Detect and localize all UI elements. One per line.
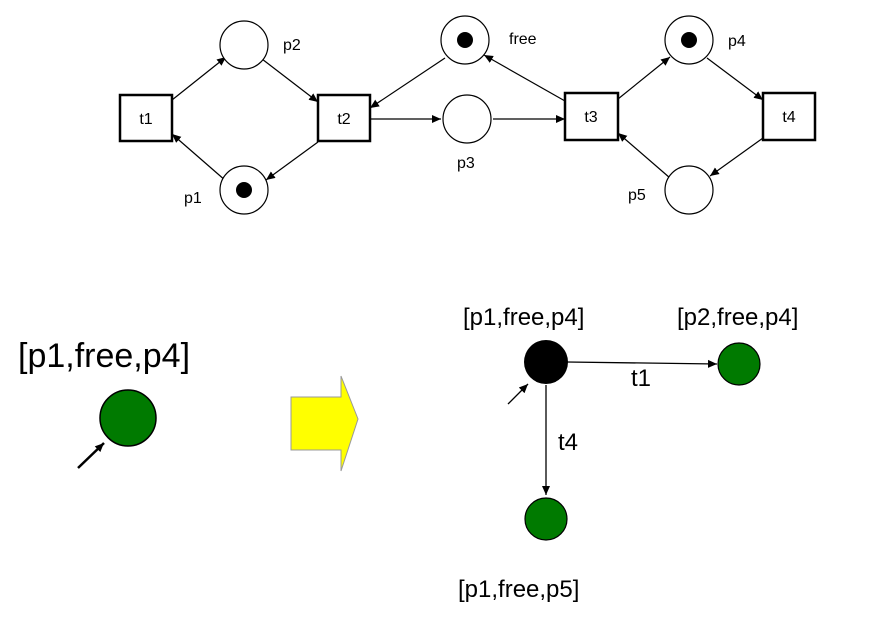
down-node — [524, 497, 568, 541]
place-label-p1: p1 — [184, 190, 202, 207]
tokens — [236, 32, 697, 198]
token-free — [457, 32, 473, 48]
place-label-free: free — [509, 31, 537, 48]
arc-p4-t4 — [706, 57, 764, 101]
arc-p1-t1 — [171, 133, 227, 182]
place-p2 — [219, 20, 269, 70]
transition-t1 — [118, 93, 174, 143]
place-label-p5: p5 — [628, 187, 646, 204]
arc-p5-t3 — [617, 132, 671, 179]
initial-state-node — [99, 389, 157, 447]
transitions — [118, 91, 817, 143]
right-node — [717, 342, 761, 386]
arc-t1-p2 — [171, 56, 227, 101]
transform-arrow — [290, 375, 359, 472]
right-node-label: [p2,free,p4] — [677, 304, 798, 331]
places — [219, 15, 714, 215]
edge-root-to-right — [566, 359, 718, 368]
place-p3 — [442, 94, 492, 144]
transition-label-t3: t3 — [584, 109, 597, 126]
arc-t2-p1 — [265, 141, 319, 181]
transition-label-t1: t1 — [139, 111, 152, 128]
token-p4 — [681, 32, 697, 48]
petri-arcs — [171, 54, 764, 182]
token-p1 — [236, 182, 252, 198]
transition-label-t4: t4 — [782, 109, 795, 126]
initial-state-label: [p1,free,p4] — [18, 337, 190, 375]
place-label-p3: p3 — [457, 155, 475, 172]
place-p5 — [664, 165, 714, 215]
transition-t3 — [563, 91, 620, 142]
root-node — [524, 340, 568, 384]
edge-label-t4: t4 — [558, 429, 578, 456]
arc-free-t2 — [369, 57, 446, 109]
root-node-label: [p1,free,p4] — [463, 304, 584, 331]
arc-t3-free — [483, 54, 566, 102]
root-pointer-arrow — [507, 383, 529, 405]
initial-pointer-arrow — [77, 442, 105, 469]
down-node-label: [p1,free,p5] — [458, 576, 579, 603]
transition-label-t2: t2 — [337, 111, 350, 128]
arc-t3-p4 — [617, 56, 671, 100]
place-label-p4: p4 — [728, 33, 746, 50]
transition-t4 — [761, 91, 817, 142]
arc-p2-t2 — [261, 58, 319, 103]
transition-t2 — [316, 93, 372, 143]
place-label-p2: p2 — [283, 37, 301, 54]
arc-t4-p5 — [709, 137, 764, 177]
edge-label-t1: t1 — [631, 365, 651, 392]
